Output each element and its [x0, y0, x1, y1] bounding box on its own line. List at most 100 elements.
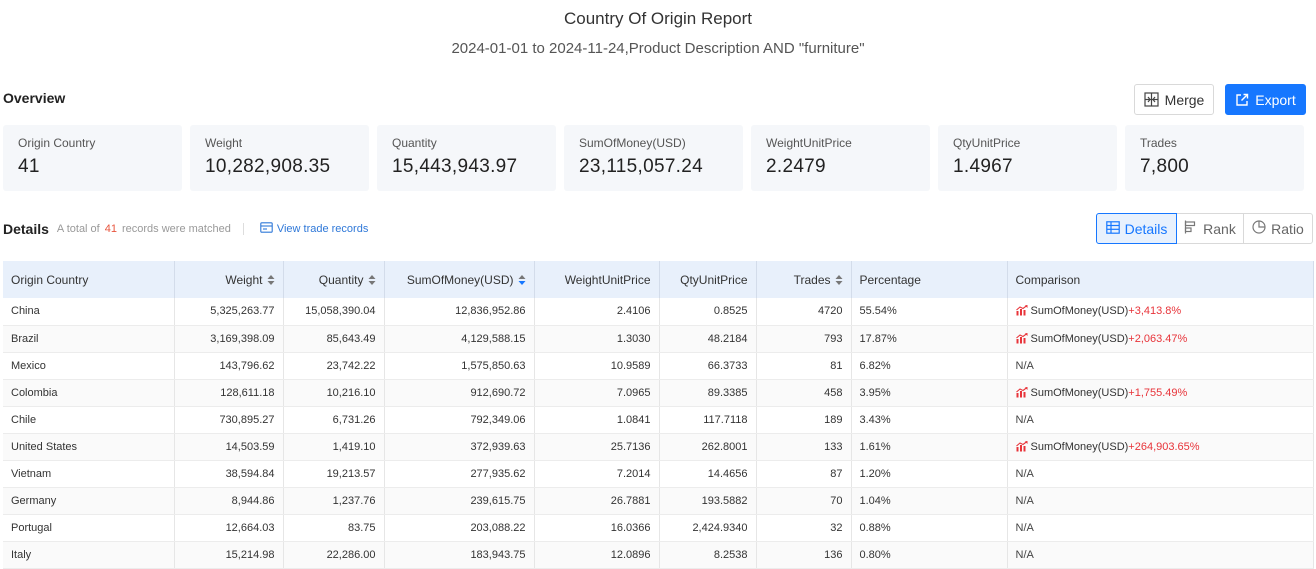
- cell-comparison: SumOfMoney(USD)+3,413.8%: [1007, 298, 1314, 326]
- cell-country: Vietnam: [3, 460, 175, 488]
- card-qty-unit-price: QtyUnitPrice 1.4967: [938, 125, 1117, 191]
- cell-sum-of-money: 792,349.06: [384, 406, 535, 434]
- cell-comparison: SumOfMoney(USD)+2,063.47%: [1007, 325, 1314, 353]
- col-weight[interactable]: Weight: [174, 261, 284, 298]
- col-label: Comparison: [1015, 272, 1081, 287]
- cell-percentage: 0.80%: [851, 541, 1008, 569]
- cell-qty-unit-price: 8.2538: [659, 541, 757, 569]
- col-label: Weight: [225, 272, 263, 287]
- sort-icon[interactable]: [835, 274, 843, 286]
- export-label: Export: [1255, 91, 1296, 108]
- table-row: Brazil 3,169,398.09 85,643.49 4,129,588.15 1…: [3, 325, 1314, 353]
- cell-trades: 793: [756, 325, 852, 353]
- cell-percentage: 1.04%: [851, 487, 1008, 515]
- cell-trades: 136: [756, 541, 852, 569]
- table-row: Portugal 12,664.03 83.75 203,088.22 16.0366 2…: [3, 514, 1314, 542]
- merge-icon: [1144, 92, 1159, 107]
- cell-sum-of-money: 912,690.72: [384, 379, 535, 407]
- cell-qty-unit-price: 2,424.9340: [659, 514, 757, 542]
- cell-country: Germany: [3, 487, 175, 515]
- view-trade-records-link[interactable]: View trade records: [260, 222, 368, 236]
- col-qty-unit-price: QtyUnitPrice: [659, 261, 757, 298]
- rank-icon: [1184, 220, 1198, 237]
- cell-quantity: 10,216.10: [283, 379, 385, 407]
- cell-qty-unit-price: 89.3385: [659, 379, 757, 407]
- sort-desc-icon[interactable]: [518, 274, 526, 286]
- col-label: QtyUnitPrice: [680, 272, 748, 287]
- table-row: Germany 8,944.86 1,237.76 239,615.75 26.7881…: [3, 487, 1314, 515]
- col-sum-of-money[interactable]: SumOfMoney(USD): [384, 261, 535, 298]
- table-row: China 5,325,263.77 15,058,390.04 12,836,952…: [3, 298, 1314, 326]
- table-row: Chile 730,895.27 6,731.26 792,349.06 1.0841 1…: [3, 406, 1314, 434]
- cell-weight-unit-price: 25.7136: [534, 433, 660, 461]
- view-details-button[interactable]: Details: [1096, 213, 1177, 244]
- pie-chart-icon: [1252, 220, 1266, 237]
- table-row: Mexico 143,796.62 23,742.22 1,575,850.63 10.…: [3, 352, 1314, 380]
- card-label: SumOfMoney(USD): [579, 136, 686, 150]
- card-value: 2.2479: [766, 156, 826, 177]
- cell-qty-unit-price: 14.4656: [659, 460, 757, 488]
- cell-country: Colombia: [3, 379, 175, 407]
- comparison-change: +3,413.8%: [1128, 305, 1182, 318]
- cell-qty-unit-price: 193.5882: [659, 487, 757, 515]
- cell-weight: 128,611.18: [174, 379, 284, 407]
- overview-heading: Overview: [3, 90, 66, 106]
- cell-trades: 4720: [756, 298, 852, 326]
- card-trades: Trades 7,800: [1125, 125, 1304, 191]
- col-label: SumOfMoney(USD): [406, 272, 514, 287]
- comparison-na: N/A: [1015, 413, 1034, 426]
- cell-quantity: 19,213.57: [283, 460, 385, 488]
- cell-quantity: 22,286.00: [283, 541, 385, 569]
- cell-quantity: 85,643.49: [283, 325, 385, 353]
- comparison-na: N/A: [1015, 548, 1034, 561]
- details-heading: Details: [3, 221, 49, 237]
- comparison-change: +2,063.47%: [1128, 332, 1188, 345]
- cell-country: Mexico: [3, 352, 175, 380]
- comparison-label: SumOfMoney(USD): [1030, 305, 1129, 318]
- cell-weight-unit-price: 2.4106: [534, 298, 660, 326]
- details-bar: Details A total of 41 records were matched…: [3, 220, 368, 238]
- cell-quantity: 83.75: [283, 514, 385, 542]
- cell-sum-of-money: 1,575,850.63: [384, 352, 535, 380]
- card-label: QtyUnitPrice: [953, 136, 1021, 150]
- cell-qty-unit-price: 262.8001: [659, 433, 757, 461]
- merge-button[interactable]: Merge: [1134, 84, 1214, 115]
- matched-summary: A total of 41 records were matched: [57, 223, 231, 235]
- cell-percentage: 55.54%: [851, 298, 1008, 326]
- cell-weight: 143,796.62: [174, 352, 284, 380]
- sort-icon[interactable]: [267, 274, 275, 286]
- card-value: 23,115,057.24: [579, 156, 703, 177]
- cell-comparison: SumOfMoney(USD)+1,755.49%: [1007, 379, 1314, 407]
- cell-comparison: N/A: [1007, 406, 1314, 434]
- table-row: Italy 15,214.98 22,286.00 183,943.75 12.0896…: [3, 541, 1314, 569]
- view-rank-button[interactable]: Rank: [1176, 213, 1244, 244]
- report-title: Country Of Origin Report: [563, 9, 752, 28]
- comparison-label: SumOfMoney(USD): [1030, 386, 1129, 399]
- sort-icon[interactable]: [368, 274, 376, 286]
- card-value: 7,800: [1140, 156, 1190, 177]
- comparison-label: SumOfMoney(USD): [1030, 332, 1129, 345]
- cell-trades: 81: [756, 352, 852, 380]
- cell-quantity: 23,742.22: [283, 352, 385, 380]
- trend-up-icon: [1015, 440, 1027, 451]
- cell-weight-unit-price: 12.0896: [534, 541, 660, 569]
- cell-trades: 70: [756, 487, 852, 515]
- cell-trades: 87: [756, 460, 852, 488]
- card-sum-of-money: SumOfMoney(USD) 23,115,057.24: [564, 125, 743, 191]
- cell-weight: 5,325,263.77: [174, 298, 284, 326]
- view-ratio-label: Ratio: [1271, 220, 1304, 237]
- cell-comparison: N/A: [1007, 541, 1314, 569]
- overview-cards: Origin Country 41 Weight 10,282,908.35 Q…: [3, 125, 1304, 191]
- cell-qty-unit-price: 117.7118: [659, 406, 757, 434]
- comparison-label: SumOfMoney(USD): [1030, 440, 1129, 453]
- trend-up-icon: [1015, 386, 1027, 397]
- cell-qty-unit-price: 0.8525: [659, 298, 757, 326]
- col-label: Trades: [793, 272, 831, 287]
- cell-percentage: 1.61%: [851, 433, 1008, 461]
- view-ratio-button[interactable]: Ratio: [1243, 213, 1313, 244]
- col-quantity[interactable]: Quantity: [283, 261, 385, 298]
- card-value: 41: [18, 156, 40, 177]
- export-button[interactable]: Export: [1225, 84, 1306, 115]
- col-label: WeightUnitPrice: [564, 272, 651, 287]
- col-trades[interactable]: Trades: [756, 261, 852, 298]
